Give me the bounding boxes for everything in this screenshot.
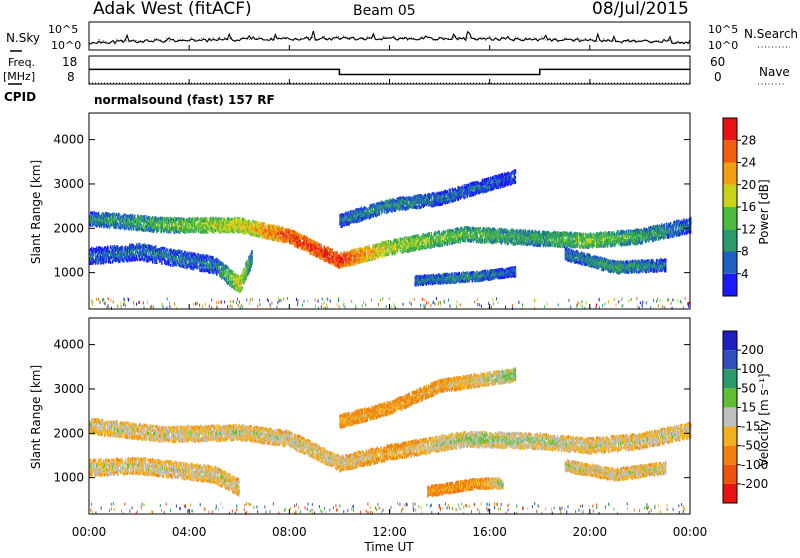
range-cell <box>149 216 150 219</box>
cpid-value: normalsound (fast) 157 RF <box>94 93 275 107</box>
range-cell <box>143 223 144 226</box>
noise-series <box>89 31 690 44</box>
range-cell <box>184 231 185 234</box>
noise-right-tick-top: 10^5 <box>708 23 738 36</box>
mhz-label: [MHz] <box>3 70 35 83</box>
nsky-line <box>89 31 690 44</box>
range-cell <box>465 239 466 242</box>
range-cell <box>467 232 468 235</box>
nsky-label: N.Sky <box>6 31 40 45</box>
range-cell <box>172 223 173 226</box>
power-data <box>89 169 691 310</box>
range-cell <box>282 228 283 231</box>
noise-left-tick-top: 10^5 <box>48 23 78 36</box>
range-cell <box>265 225 266 228</box>
cpid-label: CPID <box>4 90 36 104</box>
range-cell <box>389 253 390 256</box>
nsearch-label: N.Search <box>744 27 798 41</box>
range-cell <box>277 239 278 242</box>
nave-label: Nave <box>759 65 790 79</box>
freq-right-tick-bottom: 0 <box>714 70 722 84</box>
range-cell <box>320 246 321 249</box>
range-cell <box>340 253 341 256</box>
range-cell <box>400 250 401 253</box>
range-cell <box>332 256 333 259</box>
range-cell <box>169 225 170 228</box>
beam-title: Beam 05 <box>353 3 416 19</box>
range-cell <box>133 228 134 231</box>
range-cell <box>258 235 259 238</box>
range-cell <box>263 222 264 225</box>
range-cell <box>197 217 198 220</box>
freq-line <box>89 69 690 74</box>
date-title: 08/Jul/2015 <box>592 0 689 19</box>
range-cell <box>419 241 420 244</box>
range-cell <box>449 242 450 245</box>
station-title: Adak West (fitACF) <box>93 0 252 19</box>
range-cell <box>286 237 287 240</box>
range-cell <box>477 235 478 238</box>
range-cell <box>350 259 351 262</box>
range-cell <box>325 259 326 262</box>
range-cell <box>480 227 481 230</box>
range-cell <box>134 215 135 218</box>
range-cell <box>397 251 398 254</box>
range-cell <box>539 230 540 233</box>
range-cell <box>207 217 208 220</box>
range-cell <box>368 251 369 254</box>
range-cell <box>369 258 370 261</box>
range-cell <box>238 228 239 231</box>
freq-right-tick-top: 60 <box>710 55 725 69</box>
range-cell <box>382 255 383 258</box>
range-cell <box>429 233 430 236</box>
freq-left-tick-bottom: 8 <box>67 70 75 84</box>
range-cell <box>447 243 448 246</box>
range-cell <box>327 246 328 249</box>
range-cell <box>90 224 91 227</box>
range-cell <box>445 231 446 234</box>
noise-right-tick-bottom: 10^0 <box>708 39 738 52</box>
noise-left-tick-bottom: 10^0 <box>51 39 81 52</box>
range-cell <box>272 238 273 241</box>
freq-left-tick-top: 18 <box>62 55 77 69</box>
range-cell <box>365 252 366 255</box>
freq-label: Freq. <box>8 56 35 69</box>
range-cell <box>540 244 541 247</box>
